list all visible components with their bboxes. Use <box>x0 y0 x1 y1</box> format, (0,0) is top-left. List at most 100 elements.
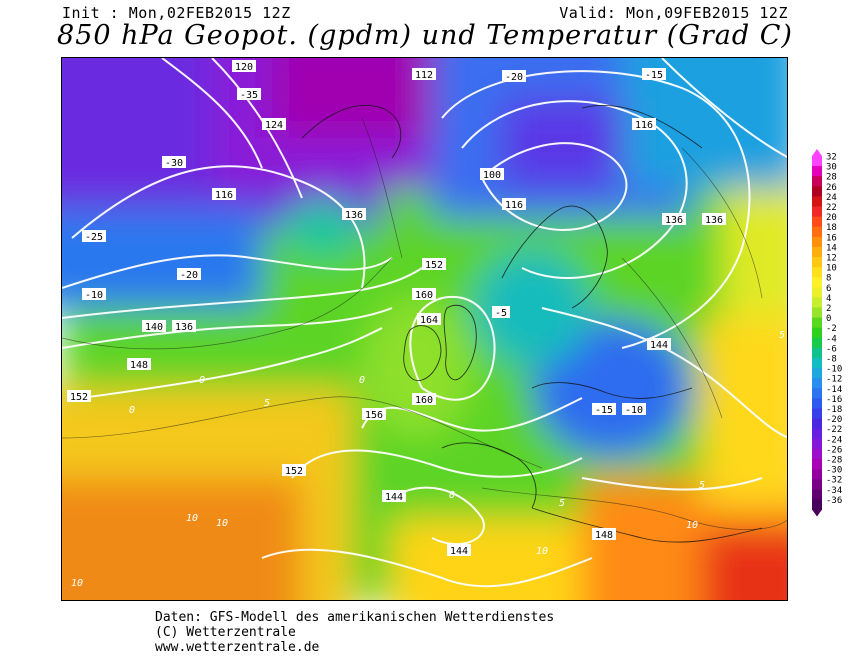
svg-text:136: 136 <box>345 210 363 221</box>
svg-text:-10: -10 <box>85 290 103 301</box>
height-label: 144 <box>447 544 471 557</box>
map-svg: 120 112 124 116 136 100 116 116 <box>62 58 787 600</box>
temp-label: -5 <box>492 306 510 319</box>
height-label: 144 <box>647 338 671 351</box>
svg-text:116: 116 <box>635 120 653 131</box>
legend-swatch <box>812 479 822 490</box>
legend-swatch <box>812 297 822 308</box>
legend-label: -28 <box>826 456 842 466</box>
temp-label: -15 <box>592 403 616 416</box>
temp-label: 5 <box>779 330 785 341</box>
legend-label: 20 <box>826 213 837 223</box>
svg-text:116: 116 <box>215 190 233 201</box>
svg-text:-15: -15 <box>645 70 663 81</box>
legend-label: -30 <box>826 466 842 476</box>
legend-swatch <box>812 418 822 430</box>
legend-label: 30 <box>826 163 837 173</box>
svg-text:-30: -30 <box>165 158 183 169</box>
height-label: 116 <box>502 198 526 211</box>
height-label: 136 <box>702 213 726 226</box>
legend-label: 26 <box>826 183 837 193</box>
legend-swatch <box>812 307 822 319</box>
svg-text:120: 120 <box>235 62 253 73</box>
height-label: 160 <box>412 288 436 301</box>
legend-label: 4 <box>826 294 831 304</box>
height-label: 136 <box>342 208 366 221</box>
temp-label: 5 <box>264 398 270 409</box>
legend-label: 22 <box>826 203 837 213</box>
legend-label: 2 <box>826 304 831 314</box>
legend-label: -20 <box>826 415 842 425</box>
svg-text:144: 144 <box>650 340 668 351</box>
svg-text:148: 148 <box>130 360 148 371</box>
svg-text:-20: -20 <box>505 72 523 83</box>
svg-text:152: 152 <box>285 466 303 477</box>
legend-arrow-bottom <box>812 509 822 517</box>
legend-swatch <box>812 368 822 379</box>
svg-text:160: 160 <box>415 395 433 406</box>
legend-label: -14 <box>826 385 842 395</box>
svg-text:-20: -20 <box>180 270 198 281</box>
temp-label: 10 <box>216 518 228 529</box>
legend-swatch <box>812 196 822 207</box>
legend-swatch <box>812 388 822 399</box>
legend-swatch <box>812 327 822 339</box>
height-label: 136 <box>662 213 686 226</box>
legend-swatch <box>812 438 822 450</box>
svg-text:100: 100 <box>483 170 501 181</box>
height-label: 124 <box>262 118 286 131</box>
legend-label: -4 <box>826 334 837 344</box>
legend-label: 18 <box>826 223 837 233</box>
height-label: 148 <box>592 528 616 541</box>
legend-swatch <box>812 236 822 248</box>
legend-swatch <box>812 287 822 298</box>
legend-svg: 32302826242220181614121086420-2-4-6-8-10… <box>812 149 842 517</box>
data-source: Daten: GFS-Modell des amerikanischen Wet… <box>155 610 555 625</box>
svg-text:-25: -25 <box>85 232 103 243</box>
legend-label: -12 <box>826 375 842 385</box>
legend-swatch <box>812 267 822 278</box>
legend-swatch <box>812 499 822 510</box>
website-link[interactable]: www.wetterzentrale.de <box>155 640 320 655</box>
svg-text:136: 136 <box>175 322 193 333</box>
legend-label: -8 <box>826 355 837 365</box>
legend-swatch <box>812 186 822 197</box>
legend-swatch <box>812 176 822 187</box>
height-label: 156 <box>362 408 386 421</box>
legend-swatch <box>812 277 822 288</box>
legend-swatch <box>812 408 822 420</box>
legend-swatch <box>812 206 822 218</box>
legend-label: -34 <box>826 486 842 496</box>
height-label: 120 <box>232 60 256 73</box>
legend-swatch <box>812 246 822 258</box>
legend-swatch <box>812 166 822 177</box>
legend-label: 8 <box>826 274 831 284</box>
legend-swatch <box>812 358 822 369</box>
temp-label: 10 <box>536 546 548 557</box>
legend-swatch <box>812 428 822 440</box>
temp-label: -10 <box>622 403 646 416</box>
legend-label: 10 <box>826 264 837 274</box>
legend-swatch <box>812 378 822 389</box>
svg-text:152: 152 <box>425 260 443 271</box>
legend-label: -32 <box>826 476 842 486</box>
svg-text:-35: -35 <box>240 90 258 101</box>
svg-text:124: 124 <box>265 120 283 131</box>
temp-label: 5 <box>699 480 705 491</box>
legend-swatch <box>812 398 822 409</box>
height-label: 152 <box>282 464 306 477</box>
svg-text:156: 156 <box>365 410 383 421</box>
color-legend: 32 30 28 26 24 22 20 18 16 14 12 10 8 6 4 2 0 -2 -4 -6 -8 -10… <box>810 148 850 522</box>
height-label: 152 <box>422 258 446 271</box>
legend-label: -6 <box>826 344 837 354</box>
height-label: 100 <box>480 168 504 181</box>
temp-label: -15 <box>642 68 666 81</box>
svg-text:140: 140 <box>145 322 163 333</box>
legend-swatch <box>812 216 822 228</box>
legend-label: 16 <box>826 233 837 243</box>
height-label: 116 <box>212 188 236 201</box>
legend-swatch <box>812 257 822 268</box>
height-label: 112 <box>412 68 436 81</box>
temp-label: -20 <box>177 268 201 281</box>
temp-label: 10 <box>686 520 698 531</box>
